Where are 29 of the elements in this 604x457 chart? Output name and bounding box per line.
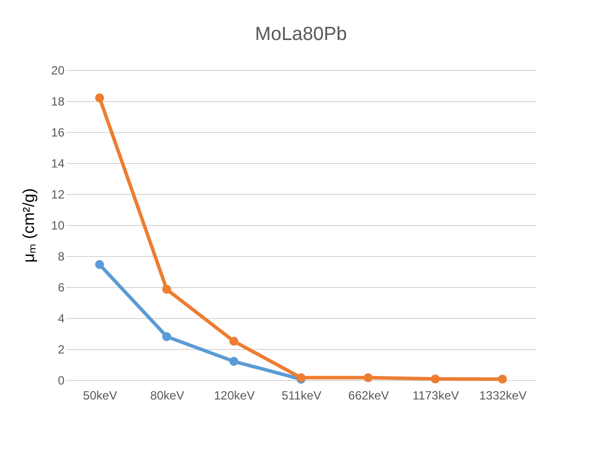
x-tick-label: 662keV — [348, 388, 389, 402]
y-tick-label: 4 — [58, 312, 65, 326]
x-tick-label: 50keV — [83, 388, 118, 402]
y-tick-label: 8 — [58, 250, 65, 264]
x-tick-label: 511keV — [282, 388, 322, 402]
point — [95, 260, 104, 269]
y-tick-label: 18 — [51, 94, 65, 108]
y-tick-label: 0 — [58, 374, 65, 388]
point — [162, 284, 172, 294]
y-tick-label: 16 — [51, 126, 65, 140]
y-tick-label: 12 — [51, 188, 65, 202]
y-tick-label: 20 — [51, 64, 65, 78]
y-tick-label: 6 — [58, 280, 65, 294]
x-tick-label: 120keV — [214, 388, 255, 402]
x-tick-label: 1173keV — [412, 388, 460, 402]
point — [229, 356, 238, 366]
y-axis-title: μₘ (cm²/g) — [21, 188, 38, 263]
point — [498, 374, 507, 384]
y-tick-label: 14 — [51, 156, 65, 170]
point — [229, 336, 238, 346]
point — [430, 374, 440, 384]
chart-title: MoLa80Pb — [255, 24, 347, 45]
point — [162, 332, 172, 342]
y-tick-label: 10 — [51, 218, 65, 232]
x-tick-label: 1332keV — [479, 388, 527, 402]
point — [364, 373, 373, 382]
point — [95, 93, 104, 102]
y-tick-label: 2 — [58, 342, 65, 356]
x-tick-label: 80keV — [150, 388, 184, 402]
